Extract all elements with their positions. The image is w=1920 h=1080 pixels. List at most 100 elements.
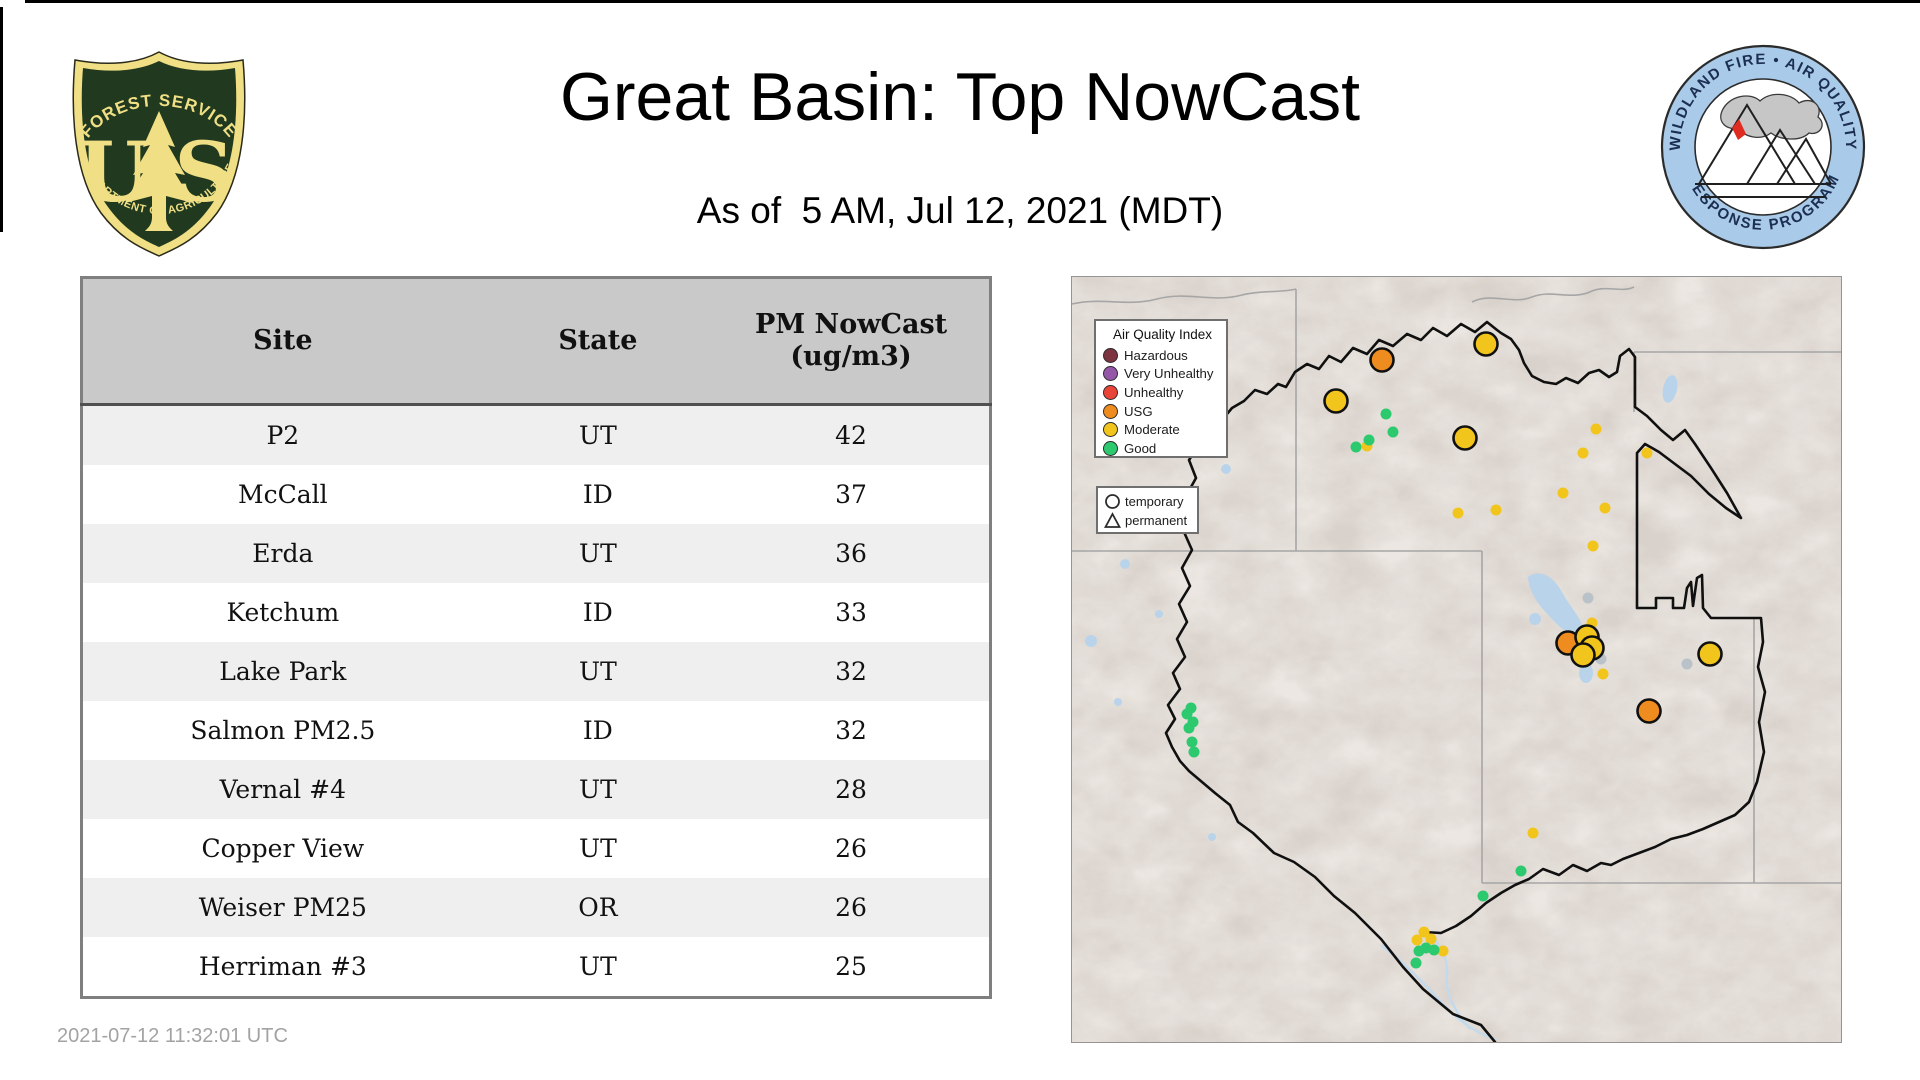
temporary-monitor-circle-moderate: [1323, 388, 1349, 414]
monitor-markers: [1181, 331, 1723, 969]
temporary-monitor-circle-moderate: [1452, 425, 1478, 451]
site-cell: Vernal #4: [81, 760, 483, 819]
fs-pine-tree-icon: [125, 111, 193, 231]
temporary-circle-icon: [1105, 494, 1120, 509]
map-lakes: [1085, 375, 1678, 841]
pm-value-cell: 37: [713, 465, 991, 524]
column-header-pm-nowcast: PM NowCast (ug/m3): [713, 277, 991, 406]
permanent-monitor-dot-good: [1380, 408, 1392, 420]
temporary-monitor-circle-usg: [1636, 698, 1662, 724]
nowcast-table: Site State PM NowCast (ug/m3) P2 UT 42 McCa…: [80, 276, 992, 999]
column-header-site: Site: [81, 277, 483, 406]
table-row: Copper View UT 26: [81, 819, 991, 878]
table-row: Vernal #4 UT 28: [81, 760, 991, 819]
temporary-monitor-circle-moderate: [1697, 641, 1723, 667]
table-row: P2 UT 42: [81, 404, 991, 465]
marker-legend-item: permanent: [1104, 511, 1197, 530]
permanent-monitor-dot-good: [1183, 722, 1195, 734]
aqi-legend-item: USG: [1103, 402, 1226, 421]
aqi-color-dot-icon: [1103, 403, 1118, 419]
state-cell: OR: [482, 878, 714, 937]
aqi-legend-item: Hazardous: [1103, 346, 1226, 365]
permanent-monitor-dot-moderate: [1437, 945, 1449, 957]
permanent-monitor-dot-good: [1186, 736, 1198, 748]
permanent-monitor-dot-good: [1363, 434, 1375, 446]
permanent-monitor-dot-good: [1188, 746, 1200, 758]
aqi-legend-label: Hazardous: [1124, 347, 1188, 363]
permanent-monitor-dot-good: [1387, 426, 1399, 438]
table-row: McCall ID 37: [81, 465, 991, 524]
site-cell: McCall: [81, 465, 483, 524]
state-cell: ID: [482, 583, 714, 642]
table-row: Erda UT 36: [81, 524, 991, 583]
state-cell: UT: [482, 404, 714, 465]
permanent-monitor-dot-good: [1428, 944, 1440, 956]
permanent-monitor-dot-good: [1413, 945, 1425, 957]
wf-mountains: [1695, 103, 1832, 198]
pm-value-cell: 36: [713, 524, 991, 583]
permanent-monitor-dot-moderate: [1411, 934, 1423, 946]
wf-fire-mark: [1732, 119, 1746, 140]
pm-value-cell: 32: [713, 642, 991, 701]
wildland-fire-aqrp-logo: WILDLAND FIRE • AIR QUALITY RESPONSE PRO…: [1659, 43, 1866, 250]
permanent-monitor-dot-good: [1515, 865, 1527, 877]
aqi-legend-item: Good: [1103, 439, 1226, 458]
state-cell: UT: [482, 642, 714, 701]
aqi-color-dot-icon: [1103, 347, 1118, 363]
great-basin-boundary: [1164, 320, 1767, 1042]
state-cell: ID: [482, 465, 714, 524]
permanent-monitor-dot-good: [1477, 890, 1489, 902]
site-cell: Lake Park: [81, 642, 483, 701]
table-row: Lake Park UT 32: [81, 642, 991, 701]
site-cell: Ketchum: [81, 583, 483, 642]
aqi-color-dot-icon: [1103, 440, 1118, 456]
site-cell: Herriman #3: [81, 937, 483, 998]
aqi-legend: Air Quality Index Hazardous Very Unhealth…: [1094, 319, 1228, 458]
pm-value-cell: 26: [713, 878, 991, 937]
aqi-color-dot-icon: [1103, 366, 1118, 382]
page-title: Great Basin: Top NowCast: [560, 59, 1360, 135]
permanent-monitor-dot-moderate: [1452, 507, 1464, 519]
permanent-monitor-dot-unknown: [1681, 658, 1693, 670]
marker-legend-item: temporary: [1104, 492, 1197, 511]
permanent-monitor-dot-moderate: [1557, 487, 1569, 499]
state-cell: UT: [482, 819, 714, 878]
site-cell: Salmon PM2.5: [81, 701, 483, 760]
marker-type-legend: temporary permanent: [1096, 486, 1199, 534]
marker-legend-label: temporary: [1125, 494, 1184, 509]
aqi-color-dot-icon: [1103, 384, 1118, 400]
temporary-monitor-circle-usg: [1369, 347, 1395, 373]
state-cell: UT: [482, 760, 714, 819]
state-cell: UT: [482, 937, 714, 998]
site-cell: Copper View: [81, 819, 483, 878]
temporary-monitor-circle-moderate: [1570, 642, 1596, 668]
top-edge-line: [25, 0, 1920, 3]
table-row: Weiser PM25 OR 26: [81, 878, 991, 937]
pm-value-cell: 25: [713, 937, 991, 998]
fs-monogram-s: S: [174, 125, 233, 221]
aqi-legend-item: Unhealthy: [1103, 383, 1226, 402]
permanent-monitor-dot-moderate: [1641, 447, 1653, 459]
permanent-monitor-dot-good: [1350, 441, 1362, 453]
state-cell: UT: [482, 524, 714, 583]
pm-value-cell: 32: [713, 701, 991, 760]
pm-value-cell: 28: [713, 760, 991, 819]
aqi-legend-label: USG: [1124, 403, 1153, 419]
permanent-monitor-dot-moderate: [1597, 668, 1609, 680]
permanent-monitor-dot-moderate: [1527, 827, 1539, 839]
table-row: Salmon PM2.5 ID 32: [81, 701, 991, 760]
permanent-monitor-dot-moderate: [1587, 540, 1599, 552]
aqi-legend-label: Very Unhealthy: [1124, 366, 1214, 382]
pm-value-cell: 42: [713, 404, 991, 465]
permanent-monitor-dot-moderate: [1577, 447, 1589, 459]
generated-timestamp: 2021-07-12 11:32:01 UTC: [57, 1025, 288, 1047]
aqi-legend-label: Moderate: [1124, 422, 1180, 438]
great-basin-map: Air Quality Index Hazardous Very Unhealth…: [1071, 276, 1842, 1043]
temporary-monitor-circle-moderate: [1473, 331, 1499, 357]
aqi-legend-label: Good: [1124, 440, 1157, 456]
permanent-triangle-icon: [1104, 512, 1121, 528]
pm-value-cell: 33: [713, 583, 991, 642]
aqi-legend-item: Very Unhealthy: [1103, 365, 1226, 384]
permanent-monitor-dot-moderate: [1599, 502, 1611, 514]
